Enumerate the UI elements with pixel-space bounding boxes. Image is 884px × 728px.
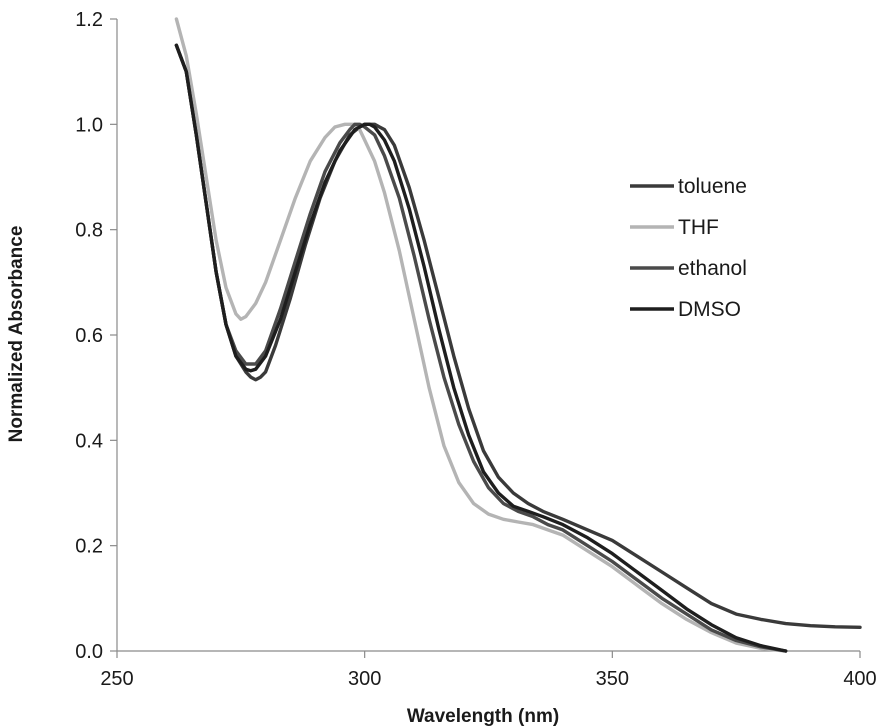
legend-label-toluene: toluene	[678, 175, 747, 198]
x-tick-label: 350	[596, 668, 629, 690]
x-tick-label: 400	[843, 668, 876, 690]
series-line-thf	[174, 17, 788, 653]
x-tick-label: 300	[348, 668, 381, 690]
y-tick-label: 1.0	[75, 114, 103, 136]
series-layer	[174, 17, 862, 653]
y-tick-label: 0.4	[75, 430, 103, 452]
y-tick-label: 0.6	[75, 325, 103, 347]
y-tick-label: 1.2	[75, 9, 103, 31]
y-tick-label: 0.0	[75, 641, 103, 663]
y-tick-labels: 0.0 0.2 0.4 0.6 0.8 1.0 1.2	[75, 9, 117, 663]
series-line-ethanol	[174, 43, 788, 653]
legend-label-ethanol: ethanol	[678, 257, 747, 280]
legend: toluene THF ethanol DMSO	[630, 175, 747, 321]
x-axis-title: Wavelength (nm)	[407, 706, 559, 727]
y-axis-title: Normalized Absorbance	[6, 226, 27, 443]
y-tick-label: 0.2	[75, 536, 103, 558]
y-tick-label: 0.8	[75, 220, 103, 242]
x-tick-label: 250	[100, 668, 133, 690]
series-line-toluene	[174, 43, 862, 629]
legend-label-thf: THF	[678, 216, 719, 239]
x-tick-labels: 250 300 350 400	[100, 651, 877, 690]
series-line-dmso	[174, 43, 788, 653]
legend-label-dmso: DMSO	[678, 298, 741, 321]
